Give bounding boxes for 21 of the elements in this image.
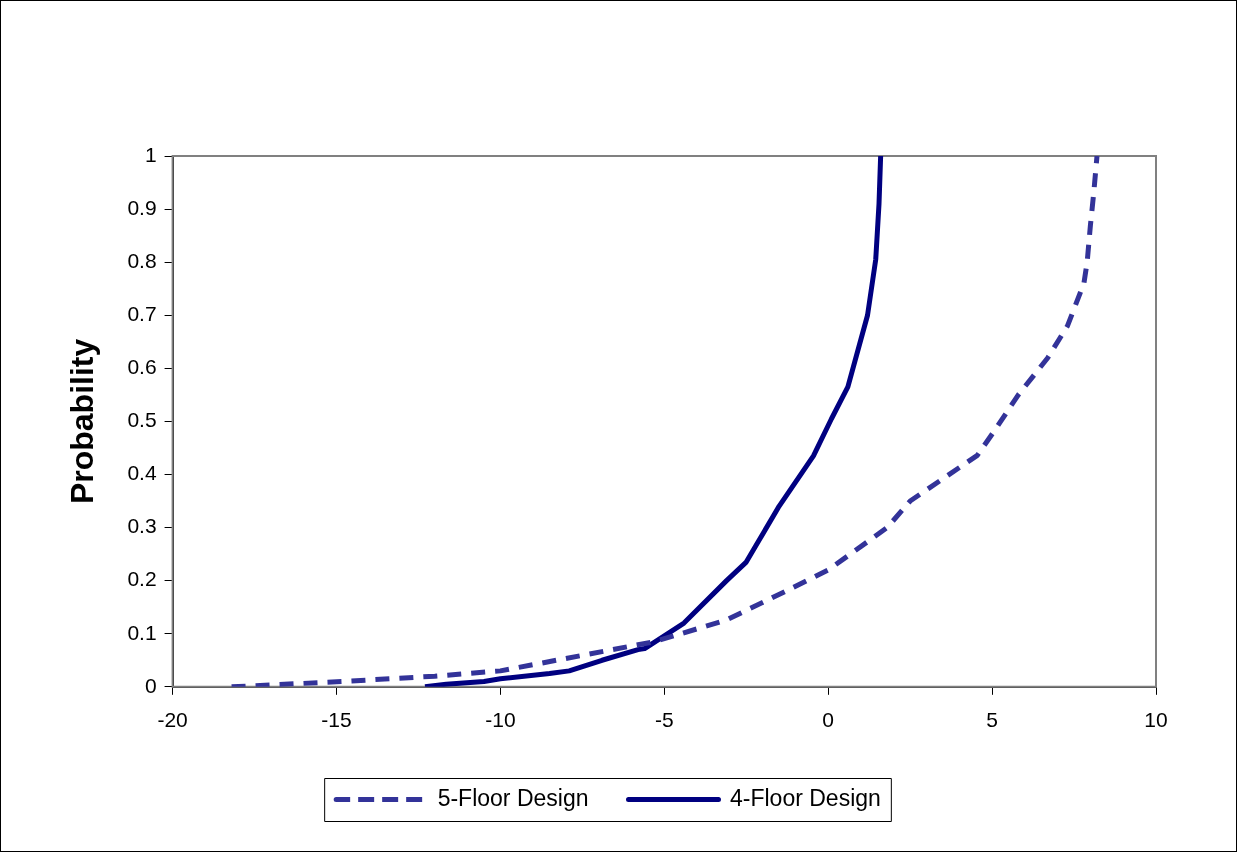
x-tick-label: -20 [157,708,188,732]
x-tick-label: -5 [654,708,674,732]
y-tick-label: 0.1 [127,620,157,644]
x-tick-label: -10 [485,708,516,732]
legend-label: 4-Floor Design [730,784,881,811]
y-axis-title: Probability [64,338,101,505]
y-tick-label: 0.2 [127,567,157,591]
x-tick-label: 0 [822,708,835,732]
y-tick-label: 0.3 [127,514,157,538]
legend-label: 5-Floor Design [437,784,589,811]
y-tick-label: 1 [144,142,157,166]
y-tick-label: 0.9 [127,195,157,219]
y-tick-label: 0.6 [127,355,157,379]
x-tick-label: -15 [321,708,352,732]
y-tick-label: 0.5 [127,408,157,432]
x-tick-label: 5 [986,708,998,732]
y-tick-label: 0.8 [127,248,157,272]
x-tick-label: 10 [1144,708,1168,732]
y-tick-label: 0.4 [127,461,157,485]
y-tick-label: 0 [144,673,157,697]
y-tick-label: 0.7 [127,302,157,326]
